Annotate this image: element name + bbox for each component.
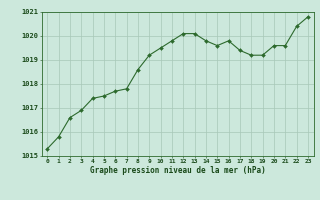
X-axis label: Graphe pression niveau de la mer (hPa): Graphe pression niveau de la mer (hPa) xyxy=(90,166,266,175)
